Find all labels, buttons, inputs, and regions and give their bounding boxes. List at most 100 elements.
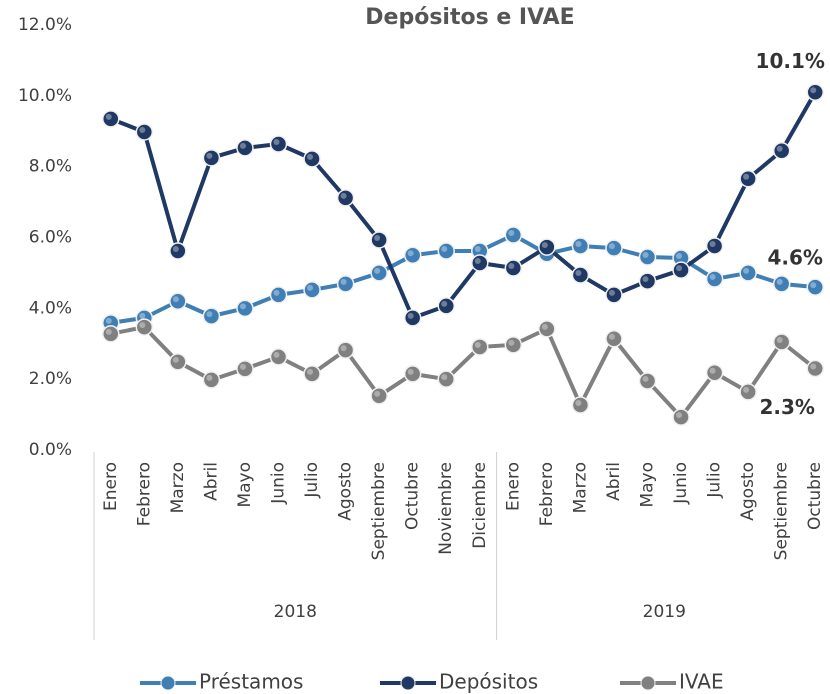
series-line — [110, 325, 817, 420]
point — [403, 246, 422, 264]
point-highlight — [407, 312, 414, 319]
point — [571, 237, 590, 255]
point-highlight — [139, 322, 146, 329]
series-line — [110, 233, 816, 325]
point — [303, 281, 321, 299]
x-tick-label: Febrero — [537, 462, 557, 526]
point — [336, 341, 355, 359]
point-highlight — [441, 374, 448, 381]
point-highlight — [307, 153, 314, 160]
point — [169, 242, 187, 260]
point — [772, 333, 791, 351]
legend-label: Préstamos — [199, 670, 303, 694]
x-tick-label: Junio — [269, 462, 289, 505]
point-highlight — [340, 278, 347, 285]
x-tick-label: Abril — [201, 462, 221, 501]
point-highlight — [575, 400, 582, 407]
point-highlight — [273, 289, 280, 296]
point — [538, 238, 556, 256]
point-highlight — [374, 390, 381, 397]
point — [236, 299, 254, 318]
point — [571, 396, 590, 414]
point-highlight — [776, 278, 783, 285]
point-highlight — [575, 241, 582, 247]
y-tick-label: 0.0% — [29, 440, 72, 460]
point — [437, 297, 455, 315]
point — [135, 123, 154, 141]
x-tick-label: Octubre — [403, 462, 423, 530]
point-highlight — [676, 253, 683, 260]
point — [772, 275, 791, 293]
x-tick-label: Agosto — [738, 462, 758, 521]
point-highlight — [709, 241, 716, 247]
point — [806, 359, 824, 378]
point-highlight — [541, 323, 548, 330]
point — [437, 370, 455, 388]
point-highlight — [608, 243, 615, 250]
y-tick-label: 10.0% — [18, 86, 72, 106]
point — [739, 264, 757, 282]
point-highlight — [206, 152, 213, 159]
point-highlight — [608, 289, 615, 296]
point — [403, 309, 422, 327]
y-tick-label: 8.0% — [29, 157, 72, 177]
point-highlight — [273, 351, 280, 358]
point — [705, 270, 724, 288]
point — [538, 320, 556, 338]
x-tick-label: Julio — [302, 462, 322, 499]
point — [202, 149, 221, 167]
point-highlight — [105, 317, 112, 324]
point-highlight — [575, 270, 582, 277]
point — [638, 272, 657, 290]
point — [202, 307, 221, 325]
point-highlight — [172, 245, 179, 252]
point — [403, 365, 422, 383]
point-highlight — [239, 303, 246, 310]
x-tick-label: Febrero — [134, 462, 154, 526]
point — [303, 365, 321, 383]
point-highlight — [508, 230, 515, 237]
x-tick-label: Septiembre — [772, 462, 792, 560]
point-highlight — [608, 333, 615, 340]
point-highlight — [743, 173, 750, 180]
point — [504, 259, 523, 277]
point — [705, 364, 724, 382]
y-tick-label: 4.0% — [29, 298, 72, 318]
point-highlight — [139, 312, 146, 319]
y-tick-label: 12.0% — [18, 15, 72, 35]
point-highlight — [139, 126, 146, 133]
point — [571, 266, 590, 284]
point-highlight — [541, 242, 548, 249]
chart-title: Depósitos e IVAE — [365, 5, 574, 30]
y-tick-label: 2.0% — [29, 369, 72, 389]
point — [705, 237, 724, 255]
group-label: 2019 — [643, 602, 686, 622]
point-highlight — [407, 368, 414, 375]
legend-marker — [160, 675, 176, 691]
x-tick-label: Mayo — [235, 462, 255, 508]
point — [135, 318, 154, 336]
point-highlight — [743, 267, 750, 274]
x-tick-label: Abril — [604, 462, 624, 501]
point-highlight — [474, 258, 481, 264]
point — [672, 261, 690, 279]
point-highlight — [810, 363, 817, 370]
point-highlight — [474, 341, 481, 348]
point-highlight — [340, 345, 347, 352]
point — [370, 264, 388, 282]
point — [102, 325, 120, 343]
point — [772, 141, 791, 160]
point-highlight — [307, 368, 314, 375]
series-line — [110, 91, 817, 320]
point — [739, 169, 757, 188]
point-highlight — [239, 142, 246, 149]
x-tick-label: Diciembre — [470, 462, 490, 549]
point — [605, 239, 623, 257]
point — [437, 242, 455, 260]
point-highlight — [709, 273, 716, 280]
x-tick-label: Julio — [705, 462, 725, 499]
y-tick-label: 6.0% — [29, 228, 72, 248]
point-highlight — [776, 145, 783, 152]
point — [202, 371, 221, 389]
